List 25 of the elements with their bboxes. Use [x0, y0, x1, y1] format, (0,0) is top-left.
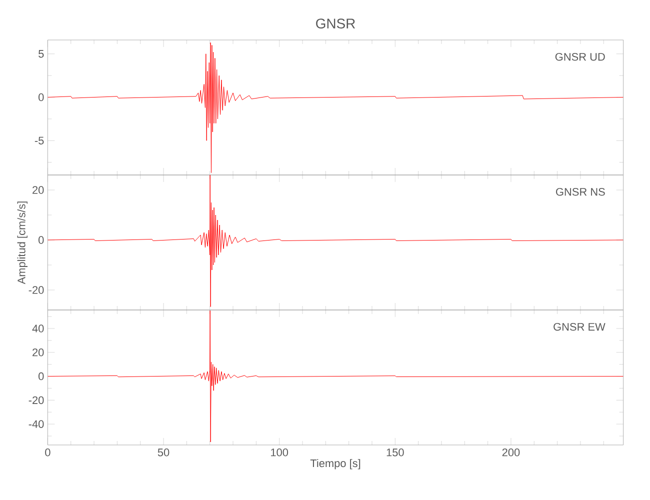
- line-series: [48, 42, 624, 173]
- y-tick-label: -20: [28, 286, 44, 294]
- y-tick-label: 0: [38, 372, 44, 380]
- x-axis-title: Tiempo [s]: [310, 459, 360, 470]
- y-tick-label: 20: [32, 186, 44, 194]
- y-tick-label: 0: [38, 236, 44, 244]
- x-tick-label: 100: [271, 448, 288, 456]
- y-tick-label: -40: [28, 420, 44, 428]
- x-tick-label: 50: [158, 448, 170, 456]
- annotation: GNSR UD: [555, 52, 605, 61]
- y-tick-label: 5: [38, 50, 44, 58]
- y-tick-label: 0: [38, 93, 44, 102]
- y-tick-label: 40: [32, 324, 44, 332]
- y-tick-label: -5: [34, 136, 44, 144]
- line-series: [48, 174, 624, 307]
- y-axis-title: Amplitud [cm/s/s]: [17, 202, 28, 284]
- x-tick-label: 200: [502, 448, 520, 456]
- chart-title: GNSR: [316, 18, 356, 28]
- line-series: [48, 310, 624, 442]
- y-tick-label: -20: [28, 396, 44, 404]
- y-tick-label: 20: [32, 348, 44, 356]
- x-tick-label: 150: [386, 448, 404, 456]
- x-tick-label: 0: [45, 448, 50, 456]
- annotation: GNSR EW: [554, 322, 606, 331]
- annotation: GNSR NS: [556, 188, 605, 196]
